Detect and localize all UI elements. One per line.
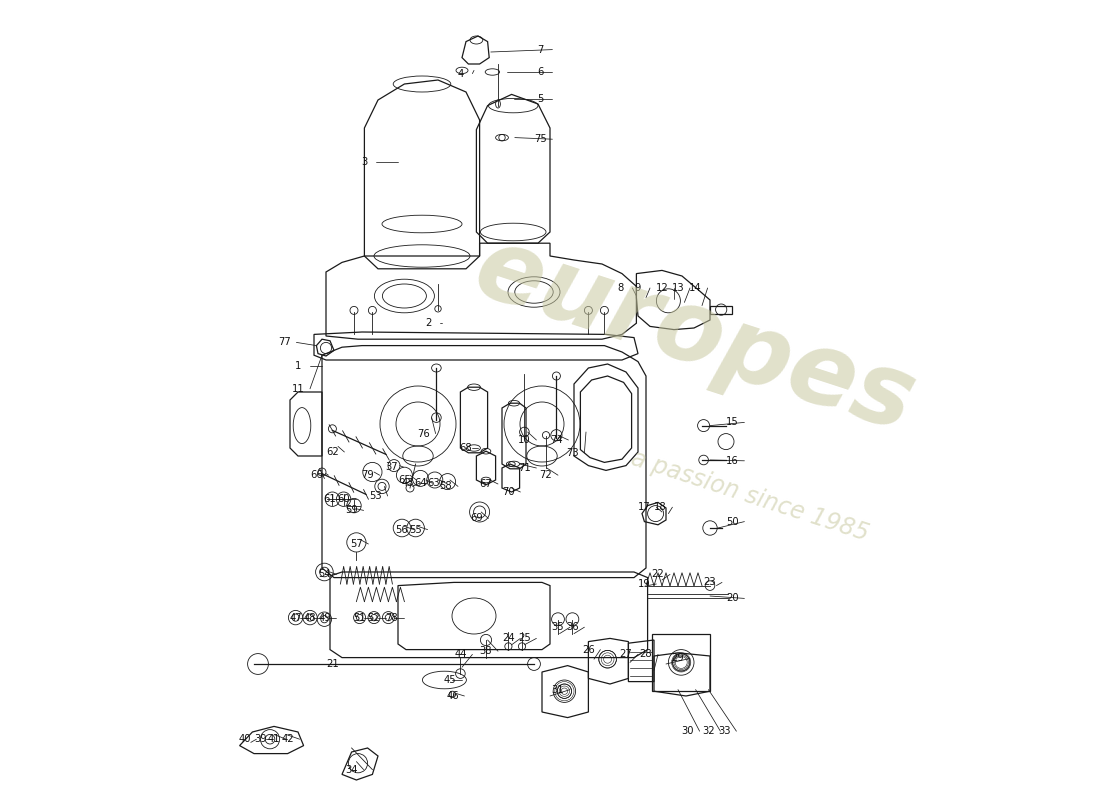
Text: 22: 22 <box>651 570 664 579</box>
Text: 65: 65 <box>398 475 410 485</box>
Text: 47: 47 <box>289 613 301 622</box>
Text: 46: 46 <box>447 691 459 701</box>
Text: 44: 44 <box>454 650 466 659</box>
Text: 40: 40 <box>238 734 251 744</box>
Text: 28: 28 <box>640 650 652 659</box>
Text: 49: 49 <box>318 613 331 622</box>
Text: 14: 14 <box>690 283 702 293</box>
Text: 12: 12 <box>656 283 669 293</box>
Text: 27: 27 <box>619 650 632 659</box>
Text: 63: 63 <box>428 478 440 488</box>
Text: 55: 55 <box>409 525 422 534</box>
Text: 17: 17 <box>638 502 651 512</box>
Text: 16: 16 <box>726 456 739 466</box>
Text: 67: 67 <box>480 479 493 489</box>
Text: 76: 76 <box>417 429 430 438</box>
Text: 79: 79 <box>361 470 374 480</box>
Text: 42: 42 <box>282 734 294 744</box>
Text: 69: 69 <box>470 514 483 523</box>
Text: 61: 61 <box>323 494 337 504</box>
Text: 37: 37 <box>385 462 398 472</box>
Text: 36: 36 <box>566 622 579 632</box>
Text: 15: 15 <box>726 418 739 427</box>
Text: 6: 6 <box>537 67 543 77</box>
Text: 21: 21 <box>326 659 339 669</box>
Text: 25: 25 <box>518 634 531 643</box>
Text: 74: 74 <box>550 435 563 445</box>
Text: 68: 68 <box>460 443 472 453</box>
Text: 52: 52 <box>367 613 381 622</box>
Text: 70: 70 <box>502 487 515 497</box>
Text: 31: 31 <box>552 685 564 694</box>
Text: 60: 60 <box>338 494 350 504</box>
Text: 33: 33 <box>718 726 730 736</box>
Text: a passion since 1985: a passion since 1985 <box>628 446 872 546</box>
Text: 2: 2 <box>426 318 431 328</box>
Text: 38: 38 <box>480 646 493 656</box>
Text: 18: 18 <box>654 502 667 512</box>
Text: 56: 56 <box>396 525 408 534</box>
Text: 32: 32 <box>702 726 715 736</box>
Text: 58: 58 <box>440 482 452 491</box>
Text: 5: 5 <box>537 94 543 104</box>
Text: 35: 35 <box>552 622 564 632</box>
Text: 51: 51 <box>353 613 366 622</box>
Text: 57: 57 <box>350 539 363 549</box>
Text: 53: 53 <box>370 491 382 501</box>
Text: 11: 11 <box>292 384 305 394</box>
Text: 71: 71 <box>518 463 531 473</box>
Text: 1: 1 <box>295 362 301 371</box>
Text: 77: 77 <box>278 338 290 347</box>
Text: 39: 39 <box>254 734 266 744</box>
Text: 30: 30 <box>681 726 694 736</box>
Text: 72: 72 <box>540 470 552 480</box>
Text: 78: 78 <box>385 613 398 622</box>
Text: 64: 64 <box>414 478 427 488</box>
Text: 45: 45 <box>443 675 456 685</box>
Text: 7: 7 <box>537 45 543 54</box>
Text: 43: 43 <box>402 478 414 488</box>
Text: 3: 3 <box>361 157 367 166</box>
Text: 26: 26 <box>582 645 595 654</box>
Text: 59: 59 <box>345 506 358 515</box>
Text: 41: 41 <box>267 734 280 744</box>
Text: 34: 34 <box>345 765 358 774</box>
Text: 62: 62 <box>326 447 339 457</box>
Text: europes: europes <box>462 219 926 453</box>
Text: 4: 4 <box>458 69 463 78</box>
Text: 19: 19 <box>638 579 651 589</box>
Text: 9: 9 <box>635 283 641 293</box>
Text: 73: 73 <box>566 448 579 458</box>
Text: 8: 8 <box>617 283 624 293</box>
Text: 13: 13 <box>672 283 684 293</box>
Text: 10: 10 <box>518 435 530 445</box>
Text: 75: 75 <box>534 134 547 144</box>
Text: 54: 54 <box>318 570 331 579</box>
Text: 50: 50 <box>726 517 739 526</box>
Text: 24: 24 <box>502 634 515 643</box>
Text: 23: 23 <box>704 578 716 587</box>
Text: 29: 29 <box>672 654 684 663</box>
Text: 66: 66 <box>310 470 322 480</box>
Text: 48: 48 <box>304 613 317 622</box>
Bar <box>652 634 710 691</box>
Text: 20: 20 <box>726 594 739 603</box>
